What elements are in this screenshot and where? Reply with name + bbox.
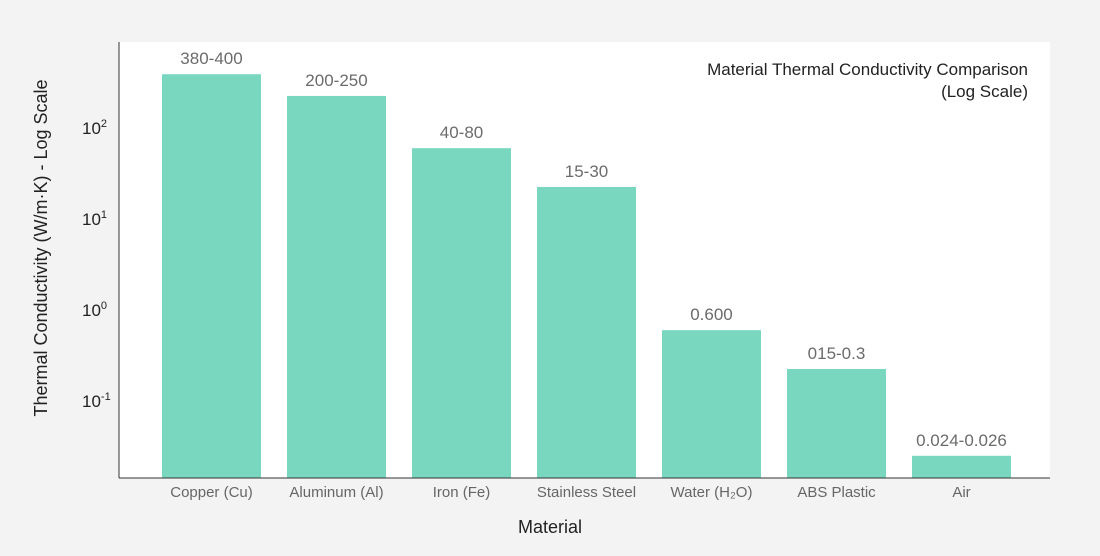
- bar: [787, 368, 886, 478]
- bars-group: 380-400 200-250 40-80 15-30 0.600 015-0.3 0.02…: [162, 49, 1011, 479]
- bar-value-label: 0.024-0.026: [916, 431, 1007, 450]
- x-tick-label: Stainless Steel: [537, 484, 636, 501]
- bar: [537, 186, 636, 478]
- bar: [912, 455, 1011, 478]
- y-tick-label: 101: [82, 209, 107, 229]
- bar: [162, 74, 261, 478]
- chart-title: Material Thermal Conductivity Comparison: [707, 60, 1028, 79]
- bar: [287, 95, 386, 479]
- bar: [412, 148, 511, 478]
- bar-value-label: 15-30: [565, 162, 608, 181]
- y-axis-title: Thermal Conductivity (W/m·K) - Log Scale: [31, 79, 51, 416]
- x-tick-label: ABS Plastic: [797, 484, 876, 501]
- x-tick-label: Copper (Cu): [170, 484, 253, 501]
- y-ticks-group: 102 101 100 10-1: [82, 118, 111, 411]
- bar-value-label: 40-80: [440, 123, 483, 142]
- x-tick-label: Aluminum (Al): [289, 484, 383, 501]
- bar: [662, 330, 761, 478]
- y-tick-label: 102: [82, 118, 107, 138]
- x-tick-label: Iron (Fe): [433, 484, 491, 501]
- bar-value-label: 200-250: [305, 71, 367, 90]
- bar-value-label: 0.600: [690, 305, 733, 324]
- x-tick-label: Air: [952, 484, 970, 501]
- bar-value-label: 015-0.3: [808, 344, 866, 363]
- y-tick-label: 10-1: [82, 391, 111, 411]
- x-axis-title: Material: [518, 517, 582, 537]
- x-tick-label: Water (H₂O): [671, 484, 753, 501]
- bar-value-label: 380-400: [180, 49, 242, 68]
- x-labels-group: Copper (Cu) Aluminum (Al) Iron (Fe) Stainle…: [170, 484, 970, 501]
- chart-subtitle: (Log Scale): [941, 82, 1028, 101]
- y-tick-label: 100: [82, 300, 107, 320]
